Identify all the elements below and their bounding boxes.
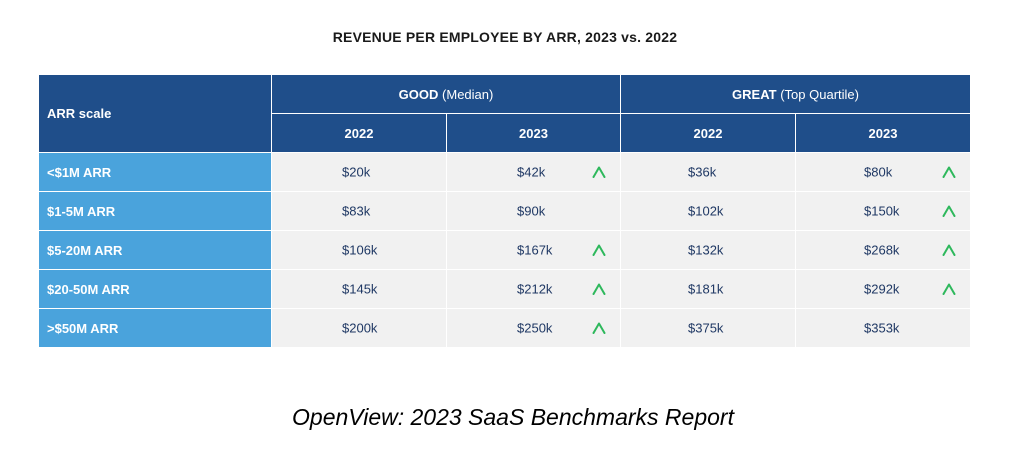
table-row: $20-50M ARR $145k $212k $181k $292k — [38, 269, 972, 309]
good-year-2023-header: 2023 — [446, 113, 621, 153]
value-text: $181k — [688, 281, 724, 297]
value-cell: $181k — [620, 269, 796, 309]
increase-arrow-icon — [592, 322, 606, 334]
great-group-header: GREAT (Top Quartile) — [619, 74, 972, 114]
value-text: $200k — [342, 320, 378, 336]
value-text: $90k — [517, 203, 546, 219]
value-text: $150k — [864, 203, 900, 219]
value-cell: $167k — [446, 230, 621, 270]
value-text: $268k — [864, 242, 900, 258]
good-qualifier: (Median) — [442, 86, 494, 102]
great-year-2023-header: 2023 — [794, 113, 972, 153]
great-label: GREAT — [732, 86, 777, 102]
value-cell: $353k — [794, 308, 972, 348]
value-cell: $145k — [271, 269, 447, 309]
value-text: $212k — [517, 281, 553, 297]
value-text: $20k — [342, 164, 371, 180]
table-row: $1-5M ARR $83k $90k $102k $150k — [38, 191, 972, 231]
value-text: $42k — [517, 164, 546, 180]
value-text: $36k — [688, 164, 717, 180]
good-label: GOOD — [398, 86, 439, 102]
value-cell: $42k — [446, 152, 621, 192]
value-cell: $250k — [446, 308, 621, 348]
revenue-table: ARR scale GOOD (Median) GREAT (Top Quart… — [38, 74, 972, 348]
value-cell: $132k — [620, 230, 796, 270]
arr-row-label: $5-20M ARR — [38, 230, 272, 270]
table-row: <$1M ARR $20k $42k $36k $80k — [38, 152, 972, 192]
good-group-header: GOOD (Median) — [271, 74, 621, 114]
value-cell: $90k — [446, 191, 621, 231]
good-year-2022-header: 2022 — [271, 113, 447, 153]
increase-arrow-icon — [592, 283, 606, 295]
value-cell: $150k — [794, 191, 972, 231]
value-cell: $212k — [446, 269, 621, 309]
value-cell: $102k — [620, 191, 796, 231]
value-cell: $36k — [620, 152, 796, 192]
value-text: $83k — [342, 203, 371, 219]
great-year-2022-header: 2022 — [620, 113, 796, 153]
value-text: $145k — [342, 281, 378, 297]
arr-row-label: $20-50M ARR — [38, 269, 272, 309]
increase-arrow-icon — [942, 283, 956, 295]
value-cell: $106k — [271, 230, 447, 270]
increase-arrow-icon — [942, 244, 956, 256]
table-body: <$1M ARR $20k $42k $36k $80k $1-5M ARR $83k $90… — [38, 152, 972, 348]
table-row: $5-20M ARR $106k $167k $132k $268k — [38, 230, 972, 270]
value-text: $80k — [864, 164, 893, 180]
increase-arrow-icon — [592, 166, 606, 178]
value-cell: $268k — [794, 230, 972, 270]
value-cell: $292k — [794, 269, 972, 309]
arr-row-label: $1-5M ARR — [38, 191, 272, 231]
table-row: >$50M ARR $200k $250k $375k $353k — [38, 308, 972, 348]
value-cell: $375k — [620, 308, 796, 348]
value-cell: $20k — [271, 152, 447, 192]
value-text: $106k — [342, 242, 378, 258]
value-text: $292k — [864, 281, 900, 297]
value-text: $102k — [688, 203, 724, 219]
value-text: $375k — [688, 320, 724, 336]
value-cell: $200k — [271, 308, 447, 348]
increase-arrow-icon — [942, 205, 956, 217]
value-cell: $83k — [271, 191, 447, 231]
arr-scale-header: ARR scale — [38, 74, 272, 153]
value-cell: $80k — [794, 152, 972, 192]
value-text: $167k — [517, 242, 553, 258]
table-title: REVENUE PER EMPLOYEE BY ARR, 2023 vs. 20… — [332, 29, 678, 45]
value-text: $250k — [517, 320, 553, 336]
value-text: $132k — [688, 242, 724, 258]
great-qualifier: (Top Quartile) — [780, 86, 859, 102]
source-caption: OpenView: 2023 SaaS Benchmarks Report — [292, 404, 734, 430]
value-text: $353k — [864, 320, 900, 336]
increase-arrow-icon — [942, 166, 956, 178]
arr-row-label: >$50M ARR — [38, 308, 272, 348]
arr-row-label: <$1M ARR — [38, 152, 272, 192]
increase-arrow-icon — [592, 244, 606, 256]
